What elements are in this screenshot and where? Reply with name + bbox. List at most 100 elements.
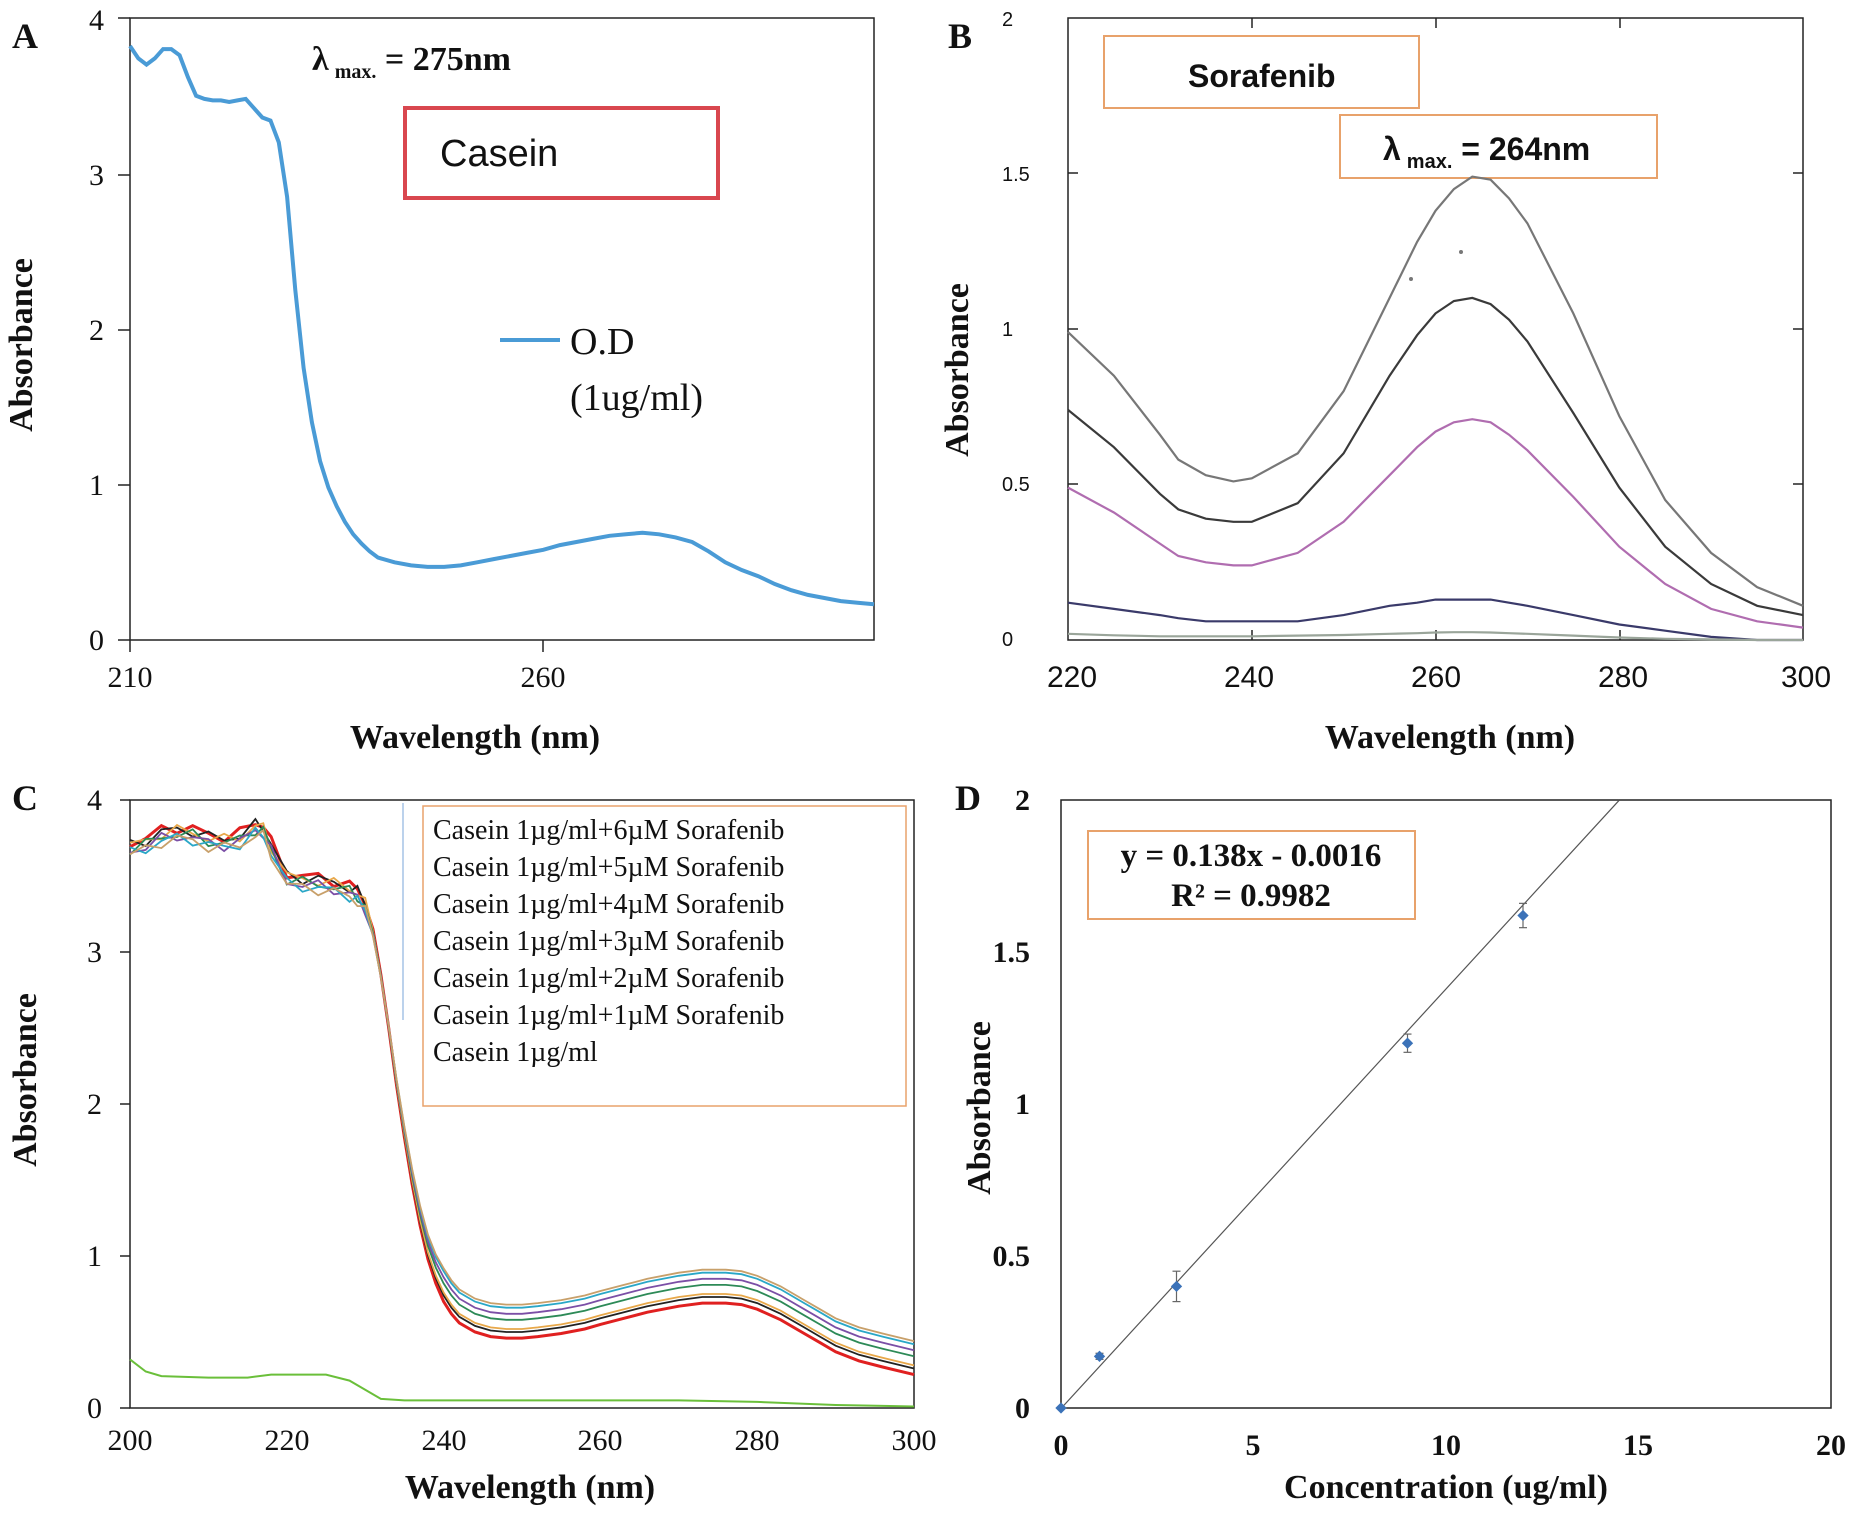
panel-b-series-group xyxy=(1067,175,1804,642)
panel-b-xtick: 280 xyxy=(1598,661,1648,694)
panel-d-xtick: 5 xyxy=(1246,1429,1261,1462)
panel-b-lambda-symbol: λ xyxy=(1383,131,1401,167)
panel-c-xtick: 280 xyxy=(735,1424,780,1457)
panel-c-xtick: 220 xyxy=(265,1424,310,1457)
panel-a-ytick: 0 xyxy=(89,624,104,657)
panel-d-data-point xyxy=(1401,1037,1414,1049)
panel-b-xtick: 240 xyxy=(1224,661,1274,694)
panel-b-xtick: 260 xyxy=(1411,661,1461,694)
panel-b-series-line-4 xyxy=(1067,598,1803,642)
panel-d-r-squared: R² = 0.9982 xyxy=(1171,878,1331,914)
panel-d-xtick: 20 xyxy=(1816,1429,1846,1462)
panel-a: A 0 1 2 3 4 210 260 Wavelength (nm) Abso… xyxy=(3,4,875,756)
panel-c-series-group xyxy=(129,817,915,1408)
panel-d-ytick: 0 xyxy=(1015,1392,1030,1425)
panel-a-xtick: 210 xyxy=(108,661,153,694)
panel-c: C 0 1 2 3 4 200 220 240 260 280 300 Wave… xyxy=(7,778,937,1506)
panel-d-trendline xyxy=(1060,799,1620,1409)
panel-d-x-axis-label: Concentration (ug/ml) xyxy=(1284,1469,1608,1506)
panel-a-lambda-symbol: λ xyxy=(312,41,329,78)
panel-d-ytick: 1.5 xyxy=(993,936,1031,969)
panel-d-ytick: 0.5 xyxy=(993,1240,1031,1273)
panel-b-ytick: 1 xyxy=(1002,319,1013,341)
panel-c-legend-item: Casein 1µg/ml+5µM Sorafenib xyxy=(433,852,784,883)
panel-a-label: A xyxy=(12,16,38,56)
panel-d-y-axis-label: Absorbance xyxy=(961,1021,998,1195)
panel-d-xtick: 0 xyxy=(1054,1429,1069,1462)
panel-b-lambda-sub: max. xyxy=(1407,151,1453,173)
panel-d-xtick: 10 xyxy=(1431,1429,1461,1462)
panel-a-y-axis-label: Absorbance xyxy=(3,258,40,432)
panel-a-ytick: 1 xyxy=(89,469,104,502)
panel-a-lambda-annotation: λ max. = 275nm xyxy=(312,41,511,83)
panel-a-ytick: 2 xyxy=(89,314,104,347)
panel-a-lambda-sub: max. xyxy=(335,61,377,83)
panel-c-xtick: 240 xyxy=(422,1424,467,1457)
panel-c-legend-item: Casein 1µg/ml+6µM Sorafenib xyxy=(433,815,784,846)
panel-b-lambda-value: = 264nm xyxy=(1452,131,1590,167)
panel-b-ytick: 1.5 xyxy=(1002,164,1030,186)
panel-b-x-axis-label: Wavelength (nm) xyxy=(1325,719,1575,756)
panel-a-lambda-value: = 275nm xyxy=(376,41,511,78)
panel-a-y-ticks: 0 1 2 3 4 xyxy=(89,4,104,657)
panel-c-series-line-5 xyxy=(129,822,915,1367)
panel-c-baseline-line xyxy=(129,1358,915,1408)
panel-b-stray-dot xyxy=(1459,250,1463,254)
panel-b-ytick: 2 xyxy=(1002,9,1013,31)
panel-b-ytick: 0.5 xyxy=(1002,474,1030,496)
panel-b-ytick: 0 xyxy=(1002,629,1013,651)
panel-b-series-line-3 xyxy=(1067,418,1804,629)
panel-b-lambda-box xyxy=(1339,114,1658,179)
panel-b-xtick: 220 xyxy=(1047,661,1097,694)
panel-c-ytick: 1 xyxy=(87,1240,102,1273)
panel-b-lambda-annotation: λ max. = 264nm xyxy=(1383,131,1590,173)
panel-c-legend-item: Casein 1µg/ml xyxy=(433,1037,598,1068)
panel-a-x-axis-label: Wavelength (nm) xyxy=(350,719,600,756)
panel-c-legend-item: Casein 1µg/ml+1µM Sorafenib xyxy=(433,1000,784,1031)
panel-b-series-line-1 xyxy=(1067,175,1804,607)
panel-d-ytick: 1 xyxy=(1015,1088,1030,1121)
panel-a-sample-label: Casein xyxy=(440,133,558,175)
panel-c-legend-item: Casein 1µg/ml+2µM Sorafenib xyxy=(433,963,784,994)
panel-b-label: B xyxy=(948,16,972,56)
panel-a-series-line xyxy=(128,44,875,607)
panel-b-xtick: 300 xyxy=(1781,661,1831,694)
panel-b-title-box xyxy=(1103,35,1420,109)
panel-d-data-point xyxy=(1170,1280,1183,1293)
panel-b: B 0 0.5 1 1.5 2 220 240 260 280 300 Wave… xyxy=(939,9,1831,756)
panel-c-legend-item: Casein 1µg/ml+3µM Sorafenib xyxy=(433,926,784,957)
panel-c-x-axis-label: Wavelength (nm) xyxy=(405,1469,655,1506)
panel-d-plot-frame xyxy=(1060,799,1832,1409)
panel-a-legend-entry-unit: (1ug/ml) xyxy=(570,377,703,419)
panel-a-plot-frame xyxy=(129,17,875,641)
panel-c-label: C xyxy=(12,778,38,818)
panel-c-legend-box xyxy=(422,805,907,1107)
panel-a-ytick: 3 xyxy=(89,159,104,192)
panel-d-data-point xyxy=(1093,1350,1106,1362)
panel-d-points-group xyxy=(1055,902,1529,1414)
panel-d-ytick: 2 xyxy=(1015,784,1030,817)
panel-d-equation: y = 0.138x - 0.0016 xyxy=(1121,838,1382,874)
panel-d: D 2 1.5 1 0.5 0 0 5 10 15 20 Concentrati… xyxy=(955,778,1846,1506)
panel-c-xtick: 200 xyxy=(108,1424,153,1457)
panel-c-ytick: 2 xyxy=(87,1088,102,1121)
panel-a-legend-entry: O.D xyxy=(570,321,634,363)
panel-d-data-point xyxy=(1517,909,1529,922)
panel-d-equation-box xyxy=(1087,830,1416,920)
panel-c-ytick: 3 xyxy=(87,936,102,969)
panel-a-ytick: 4 xyxy=(89,4,104,37)
panel-c-y-axis-label: Absorbance xyxy=(7,993,44,1167)
panel-b-y-axis-label: Absorbance xyxy=(939,283,976,457)
panel-d-data-point xyxy=(1055,1402,1067,1414)
panel-b-series-line-5 xyxy=(1067,631,1803,642)
panel-c-series-line-1 xyxy=(129,828,915,1342)
panel-b-plot-frame xyxy=(1067,17,1804,641)
panel-b-stray-dot xyxy=(1409,277,1413,281)
panel-c-ytick: 4 xyxy=(87,784,102,817)
panel-b-title: Sorafenib xyxy=(1188,58,1336,94)
panel-b-series-line-2 xyxy=(1067,296,1804,617)
panel-c-xtick: 300 xyxy=(892,1424,937,1457)
panel-c-legend-item: Casein 1µg/ml+4µM Sorafenib xyxy=(433,889,784,920)
panel-a-xtick: 260 xyxy=(521,661,566,694)
